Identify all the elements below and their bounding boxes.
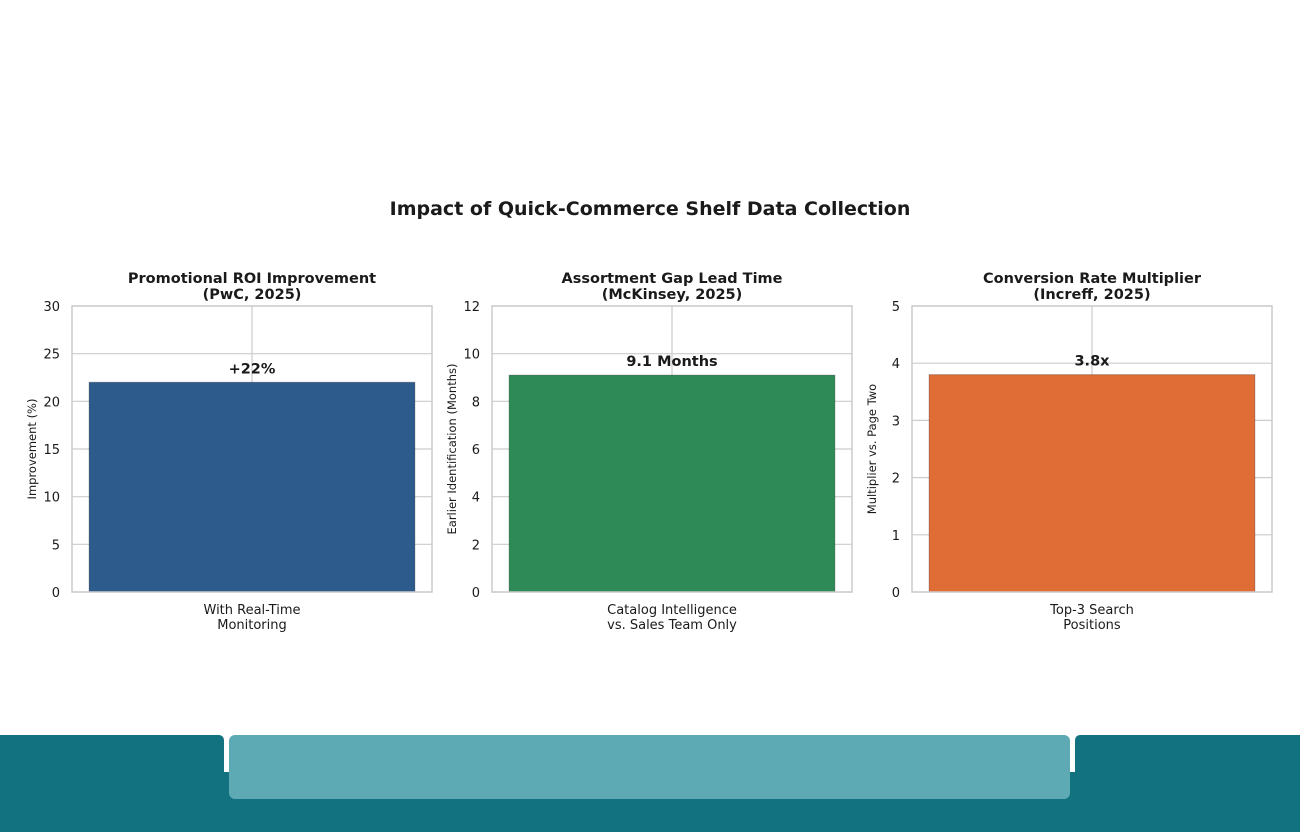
- bar-value-label: +22%: [229, 361, 276, 377]
- plot-frame: [491, 305, 853, 593]
- y-tick-label: 0: [52, 586, 60, 601]
- x-tick-label: Monitoring: [217, 618, 287, 633]
- footer-band: [0, 735, 1300, 832]
- x-tick-label: vs. Sales Team Only: [607, 618, 737, 633]
- y-tick-label: 5: [52, 538, 60, 553]
- y-tick-label: 8: [472, 395, 480, 410]
- chart-subtitle: (Increff, 2025): [1033, 287, 1150, 303]
- y-tick-label: 2: [892, 472, 900, 487]
- y-tick-label: 12: [463, 300, 480, 315]
- chart-panel-2: 0 2 4 6 8 10 12 9.1 Months Assortment Gap Lead T…: [445, 271, 853, 633]
- y-axis-label: Multiplier vs. Page Two: [865, 384, 879, 514]
- y-tick-label: 3: [892, 414, 900, 429]
- bar: [508, 374, 836, 593]
- chart-panel-3: 0 1 2 3 4 5 3.8x Conversion Rate Multiplier(Inc…: [865, 271, 1273, 633]
- y-tick-label: 10: [43, 491, 60, 506]
- figure-title: Impact of Quick-Commerce Shelf Data Coll…: [390, 198, 911, 220]
- plot-frame: [911, 305, 1273, 593]
- y-tick-label: 20: [43, 395, 60, 410]
- chart-title: Assortment Gap Lead Time: [562, 271, 783, 287]
- y-tick-label: 15: [43, 443, 60, 458]
- y-tick-label: 30: [43, 300, 60, 315]
- chart-panel-1: 0 5 10 15 20 25 30 +22% Promotional ROI Improvem…: [25, 271, 433, 633]
- y-tick-label: 5: [892, 300, 900, 315]
- chart-subtitle: (McKinsey, 2025): [602, 287, 743, 303]
- y-axis-label: Improvement (%): [25, 399, 39, 500]
- y-tick-label: 10: [463, 348, 480, 363]
- y-tick-label: 4: [892, 357, 900, 372]
- y-tick-label: 4: [472, 491, 480, 506]
- x-tick-label: Positions: [1063, 618, 1121, 633]
- x-tick-label: Catalog Intelligence: [607, 603, 737, 618]
- footer-panel: [229, 735, 1070, 799]
- bar: [928, 374, 1256, 593]
- footer-block-right: [1075, 735, 1300, 832]
- y-tick-label: 25: [43, 348, 60, 363]
- bar-value-label: 3.8x: [1074, 354, 1110, 370]
- footer-block-left: [0, 735, 224, 832]
- x-tick-label: With Real-Time: [204, 603, 301, 618]
- bar-value-label: 9.1 Months: [626, 354, 717, 370]
- plot-frame: [71, 305, 433, 593]
- y-axis-label: Earlier Identification (Months): [445, 364, 459, 535]
- chart-title: Promotional ROI Improvement: [128, 271, 376, 287]
- y-tick-label: 0: [892, 586, 900, 601]
- y-tick-label: 6: [472, 443, 480, 458]
- x-tick-label: Top-3 Search: [1049, 603, 1134, 618]
- chart-subtitle: (PwC, 2025): [203, 287, 302, 303]
- chart-title: Conversion Rate Multiplier: [983, 271, 1202, 287]
- y-tick-label: 2: [472, 538, 480, 553]
- bar: [88, 381, 416, 593]
- y-tick-label: 1: [892, 529, 900, 544]
- figure-canvas: Impact of Quick-Commerce Shelf Data Coll…: [25, 198, 1273, 633]
- y-tick-label: 0: [472, 586, 480, 601]
